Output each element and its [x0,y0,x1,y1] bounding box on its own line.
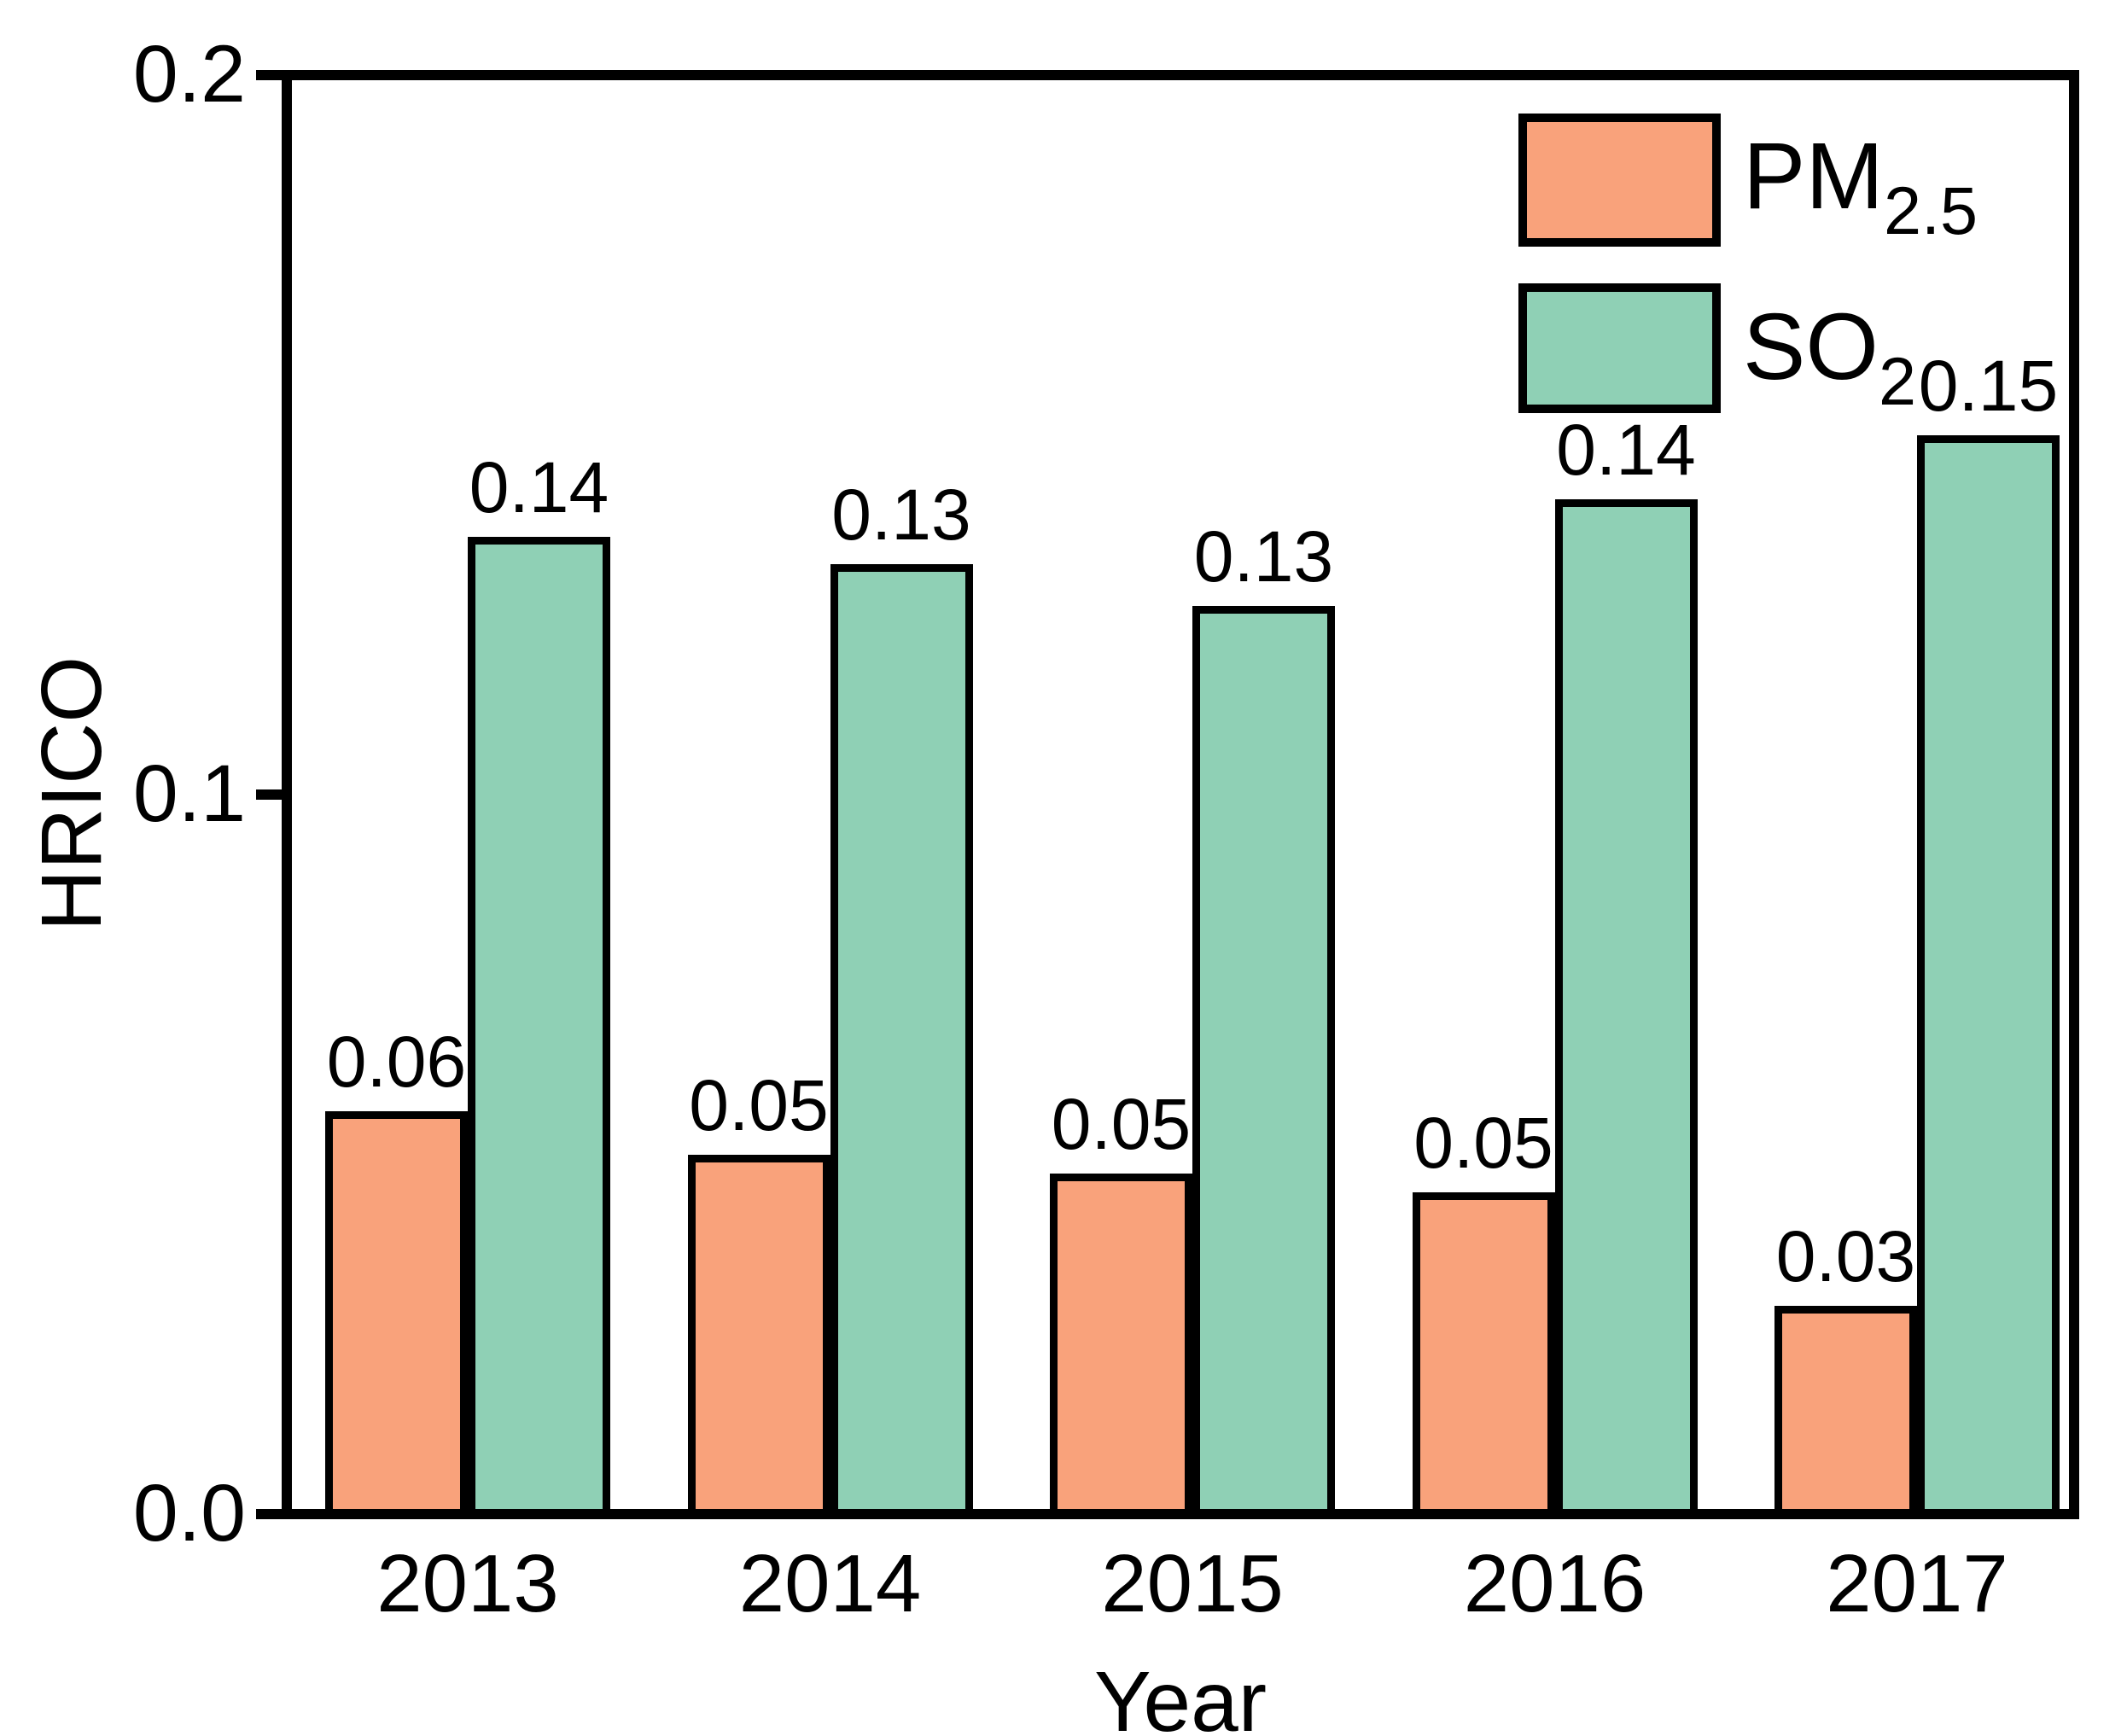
bar-PM2.5-2016 [1412,1192,1555,1517]
legend-label-pm25: PM2.5 [1743,130,1978,245]
data-label-SO2-2015: 0.13 [1193,516,1334,597]
x-tick-label-2017: 2017 [1826,1538,2008,1629]
data-label-SO2-2016: 0.14 [1556,410,1696,491]
x-tick-label-2014: 2014 [738,1538,922,1629]
bar-SO2-2016 [1554,499,1698,1517]
y-axis-title: HRICO [24,655,119,932]
x-axis-title: Year [1093,1654,1267,1736]
data-label-PM2.5-2013: 0.06 [326,1021,467,1102]
y-tick-mark-0.1 [256,789,287,800]
legend-label-so2-sub: 2 [1878,343,1916,420]
y-tick-label-0.0: 0.0 [132,1468,246,1558]
legend-swatch-pm25 [1518,114,1721,247]
legend-swatch-so2 [1518,283,1721,413]
y-tick-mark-0.2 [256,70,287,80]
data-label-SO2-2017: 0.15 [1918,345,2059,426]
data-label-PM2.5-2015: 0.05 [1051,1084,1192,1165]
data-label-PM2.5-2016: 0.05 [1413,1103,1553,1184]
data-label-SO2-2014: 0.13 [831,475,971,556]
x-tick-label-2016: 2016 [1463,1538,1646,1629]
legend-label-so2: SO2 [1743,300,1916,416]
y-tick-label-0.1: 0.1 [132,749,246,839]
x-tick-label-2015: 2015 [1101,1538,1284,1629]
bar-SO2-2015 [1192,606,1335,1517]
data-label-PM2.5-2014: 0.05 [689,1064,829,1145]
legend-label-pm25-base: PM [1743,124,1884,229]
bar-SO2-2013 [468,537,610,1517]
bar-PM2.5-2015 [1050,1174,1192,1517]
legend-label-pm25-sub: 2.5 [1884,172,1978,249]
data-label-SO2-2013: 0.14 [469,447,609,528]
y-tick-label-0.2: 0.2 [132,29,246,119]
data-label-PM2.5-2017: 0.03 [1775,1215,1916,1296]
bar-SO2-2017 [1917,434,2060,1517]
bar-SO2-2014 [830,564,973,1517]
legend-label-so2-base: SO [1743,294,1879,399]
bar-PM2.5-2017 [1774,1305,1917,1517]
bar-PM2.5-2014 [687,1154,830,1517]
bar-PM2.5-2013 [325,1110,468,1517]
x-tick-label-2013: 2013 [376,1538,559,1629]
y-tick-mark-0.0 [256,1509,287,1519]
